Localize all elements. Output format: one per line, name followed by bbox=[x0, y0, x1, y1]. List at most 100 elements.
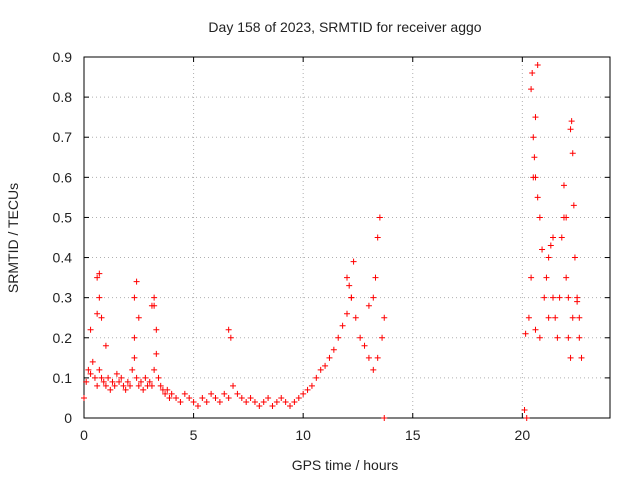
data-point bbox=[265, 394, 272, 401]
data-point bbox=[545, 254, 552, 261]
data-point bbox=[243, 398, 250, 405]
data-point bbox=[291, 398, 298, 405]
data-point bbox=[554, 334, 561, 341]
data-point bbox=[536, 334, 543, 341]
data-point bbox=[89, 358, 96, 365]
data-point bbox=[155, 374, 162, 381]
data-point bbox=[122, 386, 129, 393]
data-point bbox=[166, 394, 173, 401]
data-point bbox=[131, 294, 138, 301]
data-point bbox=[295, 394, 302, 401]
data-point bbox=[322, 362, 329, 369]
data-point bbox=[532, 174, 539, 181]
data-point bbox=[269, 402, 276, 409]
data-point bbox=[129, 366, 136, 373]
data-point bbox=[348, 294, 355, 301]
data-point bbox=[116, 378, 123, 385]
data-point bbox=[168, 390, 175, 397]
data-point bbox=[87, 326, 94, 333]
data-point bbox=[308, 382, 315, 389]
data-point bbox=[256, 402, 263, 409]
data-point bbox=[260, 398, 267, 405]
data-point bbox=[525, 314, 532, 321]
data-point bbox=[569, 314, 576, 321]
data-point bbox=[238, 394, 245, 401]
data-point bbox=[105, 374, 112, 381]
data-point bbox=[100, 378, 107, 385]
data-point bbox=[135, 314, 142, 321]
data-point bbox=[102, 382, 109, 389]
x-tick-label: 5 bbox=[190, 427, 198, 443]
data-point bbox=[151, 294, 158, 301]
data-point bbox=[107, 386, 114, 393]
data-point bbox=[556, 294, 563, 301]
data-point bbox=[576, 314, 583, 321]
data-point bbox=[547, 242, 554, 249]
data-point bbox=[133, 278, 140, 285]
data-point bbox=[216, 398, 223, 405]
data-point bbox=[330, 346, 337, 353]
data-point bbox=[552, 314, 559, 321]
data-point bbox=[113, 370, 120, 377]
data-point bbox=[85, 366, 92, 373]
data-point bbox=[83, 378, 90, 385]
data-point bbox=[96, 294, 103, 301]
data-point bbox=[558, 234, 565, 241]
x-tick-label: 15 bbox=[405, 427, 421, 443]
data-point bbox=[339, 322, 346, 329]
y-tick-label: 0.3 bbox=[53, 290, 73, 306]
data-point bbox=[146, 378, 153, 385]
data-point bbox=[225, 394, 232, 401]
y-tick-label: 0.9 bbox=[53, 49, 73, 65]
data-point bbox=[568, 118, 575, 125]
data-point bbox=[148, 382, 155, 389]
data-point bbox=[543, 274, 550, 281]
data-point bbox=[124, 378, 131, 385]
plot-frame bbox=[83, 56, 611, 419]
data-point bbox=[532, 114, 539, 121]
data-point bbox=[565, 294, 572, 301]
data-point bbox=[361, 342, 368, 349]
data-point bbox=[317, 366, 324, 373]
y-tick-label: 0.8 bbox=[53, 89, 73, 105]
data-point bbox=[94, 310, 101, 317]
data-point bbox=[381, 314, 388, 321]
x-tick-label: 10 bbox=[295, 427, 311, 443]
x-axis-label: GPS time / hours bbox=[292, 457, 399, 473]
data-point bbox=[344, 310, 350, 317]
data-point bbox=[335, 334, 342, 341]
data-point bbox=[109, 378, 116, 385]
data-point bbox=[365, 354, 372, 361]
data-point bbox=[300, 390, 307, 397]
y-axis-label: SRMTID / TECUs bbox=[5, 183, 21, 293]
y-tick-label: 0.4 bbox=[53, 250, 73, 266]
data-point bbox=[522, 330, 529, 337]
data-point bbox=[131, 334, 138, 341]
data-point bbox=[282, 398, 289, 405]
data-point bbox=[151, 366, 158, 373]
data-point bbox=[287, 402, 294, 409]
data-point bbox=[98, 314, 105, 321]
data-point bbox=[521, 406, 528, 413]
data-point bbox=[131, 354, 138, 361]
chart-title: Day 158 of 2023, SRMTID for receiver agg… bbox=[208, 19, 481, 35]
data-point bbox=[571, 254, 578, 261]
data-point bbox=[177, 398, 184, 405]
data-point bbox=[531, 154, 538, 161]
data-point bbox=[550, 234, 557, 241]
data-point bbox=[376, 214, 383, 221]
data-point bbox=[372, 274, 379, 281]
data-point bbox=[374, 234, 381, 241]
data-point bbox=[576, 334, 583, 341]
data-point bbox=[304, 386, 311, 393]
data-marks bbox=[81, 62, 585, 421]
data-point bbox=[81, 394, 87, 401]
data-point bbox=[567, 126, 574, 133]
data-point bbox=[565, 334, 572, 341]
data-point bbox=[203, 398, 210, 405]
data-point bbox=[225, 326, 232, 333]
data-point bbox=[199, 394, 206, 401]
data-point bbox=[162, 390, 169, 397]
data-point bbox=[186, 394, 193, 401]
